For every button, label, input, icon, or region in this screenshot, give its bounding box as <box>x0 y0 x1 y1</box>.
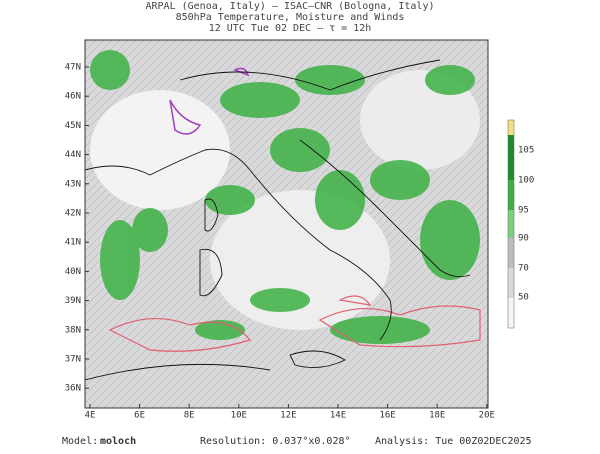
lon-label: 16E <box>379 411 395 421</box>
colorbar-label: 70 <box>518 264 529 274</box>
lon-label: 20E <box>479 411 495 421</box>
colorbar-label: 90 <box>518 234 529 244</box>
lat-label: 36N <box>65 384 81 394</box>
footer-resolution: Resolution: 0.037°x0.028° <box>200 436 351 447</box>
colorbar-label: 100 <box>518 176 534 186</box>
map-frame <box>84 39 489 409</box>
lat-label: 44N <box>65 150 81 160</box>
lat-label: 38N <box>65 325 81 335</box>
colorbar-label: 50 <box>518 293 529 303</box>
lon-label: 18E <box>429 411 445 421</box>
colorbar-label: 95 <box>518 206 529 216</box>
lon-label: 12E <box>280 411 296 421</box>
lat-label: 46N <box>65 92 81 102</box>
header-line: ARPAL (Genoa, Italy) – ISAC–CNR (Bologna… <box>146 1 435 12</box>
lon-label: 10E <box>231 411 247 421</box>
footer-analysis: Analysis: Tue 00Z02DEC2025 <box>375 436 532 447</box>
lat-label: 37N <box>65 355 81 365</box>
lat-label: 40N <box>65 267 81 277</box>
lon-label: 14E <box>330 411 346 421</box>
lat-label: 42N <box>65 209 81 219</box>
lon-label: 4E <box>85 411 96 421</box>
lat-label: 39N <box>65 296 81 306</box>
footer-label: Model: <box>62 436 98 447</box>
lon-label: 6E <box>134 411 145 421</box>
footer-model: moloch <box>100 436 136 447</box>
lat-label: 43N <box>65 179 81 189</box>
lat-label: 45N <box>65 121 81 131</box>
header-line: 850hPa Temperature, Moisture and Winds <box>176 12 405 23</box>
colorbar-label: 105 <box>518 146 534 156</box>
lat-label: 41N <box>65 238 81 248</box>
colorbar <box>507 119 515 329</box>
header-line: 12 UTC Tue 02 DEC – τ = 12h <box>209 23 372 34</box>
lat-label: 47N <box>65 63 81 73</box>
lon-label: 8E <box>184 411 195 421</box>
map-field <box>85 40 488 408</box>
